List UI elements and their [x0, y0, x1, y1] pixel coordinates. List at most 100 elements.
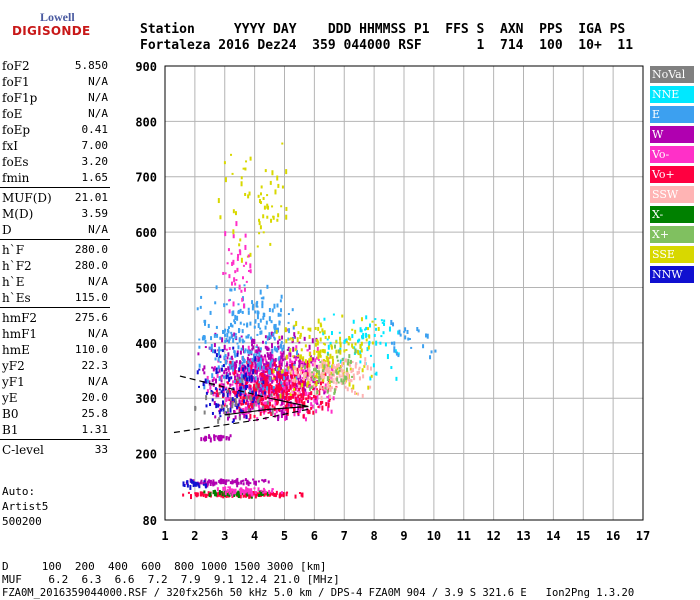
echo-point	[219, 434, 222, 439]
echo-point	[222, 486, 225, 491]
echo-point	[218, 388, 221, 391]
echo-point	[262, 296, 265, 300]
echo-point	[280, 308, 283, 313]
echo-point	[270, 393, 273, 397]
echo-point	[256, 417, 259, 422]
echo-point	[288, 368, 291, 372]
echo-point	[276, 400, 279, 404]
echo-point	[286, 393, 289, 396]
echo-point	[282, 400, 285, 405]
param-value: N/A	[88, 75, 108, 88]
echo-point	[223, 480, 226, 484]
echo-point	[226, 492, 229, 496]
echo-point	[293, 324, 296, 327]
echo-point	[316, 350, 319, 353]
echo-point	[213, 481, 216, 486]
echo-point	[354, 342, 357, 346]
echo-point	[259, 318, 262, 323]
echo-cluster	[222, 221, 252, 314]
echo-point	[198, 485, 201, 489]
echo-point	[256, 375, 259, 378]
echo-point	[275, 364, 278, 369]
echo-point	[245, 160, 248, 163]
echo-point	[261, 479, 264, 482]
echo-point	[349, 359, 352, 364]
echo-point	[233, 361, 236, 364]
echo-point	[224, 486, 227, 491]
echo-point	[213, 333, 216, 338]
echo-point	[240, 289, 243, 293]
echo-point	[279, 376, 282, 380]
echo-point	[287, 377, 290, 381]
echo-point	[247, 254, 250, 258]
echo-point	[246, 395, 249, 399]
echo-point	[356, 371, 359, 376]
echo-point	[256, 314, 259, 320]
echo-cluster	[200, 434, 232, 443]
echo-point	[238, 406, 241, 409]
echo-point	[244, 233, 247, 238]
separator	[0, 187, 110, 188]
echo-point	[239, 408, 242, 412]
echo-point	[359, 350, 362, 356]
echo-point	[297, 377, 300, 382]
echo-point	[324, 335, 327, 339]
echo-point	[336, 377, 339, 382]
echo-point	[255, 302, 258, 307]
echo-point	[304, 344, 307, 348]
echo-point	[269, 363, 272, 368]
param-name: hmE	[2, 343, 30, 357]
echo-point	[230, 153, 233, 156]
echo-point	[339, 336, 342, 341]
echo-point	[317, 354, 320, 360]
echo-point	[307, 376, 310, 381]
echo-point	[342, 370, 345, 373]
echo-point	[267, 385, 270, 389]
echo-point	[269, 356, 272, 361]
echo-point	[299, 406, 302, 411]
legend-item: SSW	[650, 186, 694, 203]
echo-point	[221, 349, 224, 353]
echo-point	[262, 403, 265, 408]
echo-point	[253, 325, 256, 329]
echo-point	[217, 418, 220, 424]
echo-point	[222, 392, 225, 397]
echo-point	[226, 332, 229, 338]
echo-point	[215, 389, 218, 393]
echo-point	[327, 406, 330, 412]
echo-point	[273, 337, 276, 341]
echo-point	[320, 387, 323, 390]
echo-point	[278, 320, 281, 326]
echo-point	[251, 300, 254, 305]
echo-point	[234, 397, 237, 402]
echo-point	[274, 376, 277, 381]
echo-point	[332, 313, 335, 316]
echo-point	[308, 344, 311, 350]
echo-point	[330, 386, 333, 390]
echo-point	[285, 354, 288, 358]
echo-point	[331, 358, 334, 364]
echo-point	[263, 411, 266, 415]
echo-point	[250, 488, 253, 493]
echo-point	[231, 492, 234, 497]
echo-point	[289, 348, 292, 353]
profile-line	[224, 397, 309, 416]
echo-point	[202, 481, 205, 485]
echo-point	[295, 383, 298, 388]
echo-point	[242, 393, 245, 398]
param-value: N/A	[88, 375, 108, 388]
echo-point	[408, 338, 411, 341]
echo-point	[228, 299, 231, 302]
echo-point	[254, 400, 257, 403]
echo-point	[208, 383, 211, 386]
echo-point	[255, 344, 258, 348]
echo-point	[234, 375, 237, 379]
y-tick-label: 200	[135, 448, 157, 462]
echo-point	[278, 335, 281, 339]
echo-point	[250, 364, 253, 370]
echo-point	[233, 350, 236, 354]
x-tick-label: 13	[516, 529, 530, 543]
echo-point	[245, 395, 248, 400]
legend: NoVal NNE E W Vo- Vo+ SSW X- X+ SSE NNW	[650, 66, 694, 286]
